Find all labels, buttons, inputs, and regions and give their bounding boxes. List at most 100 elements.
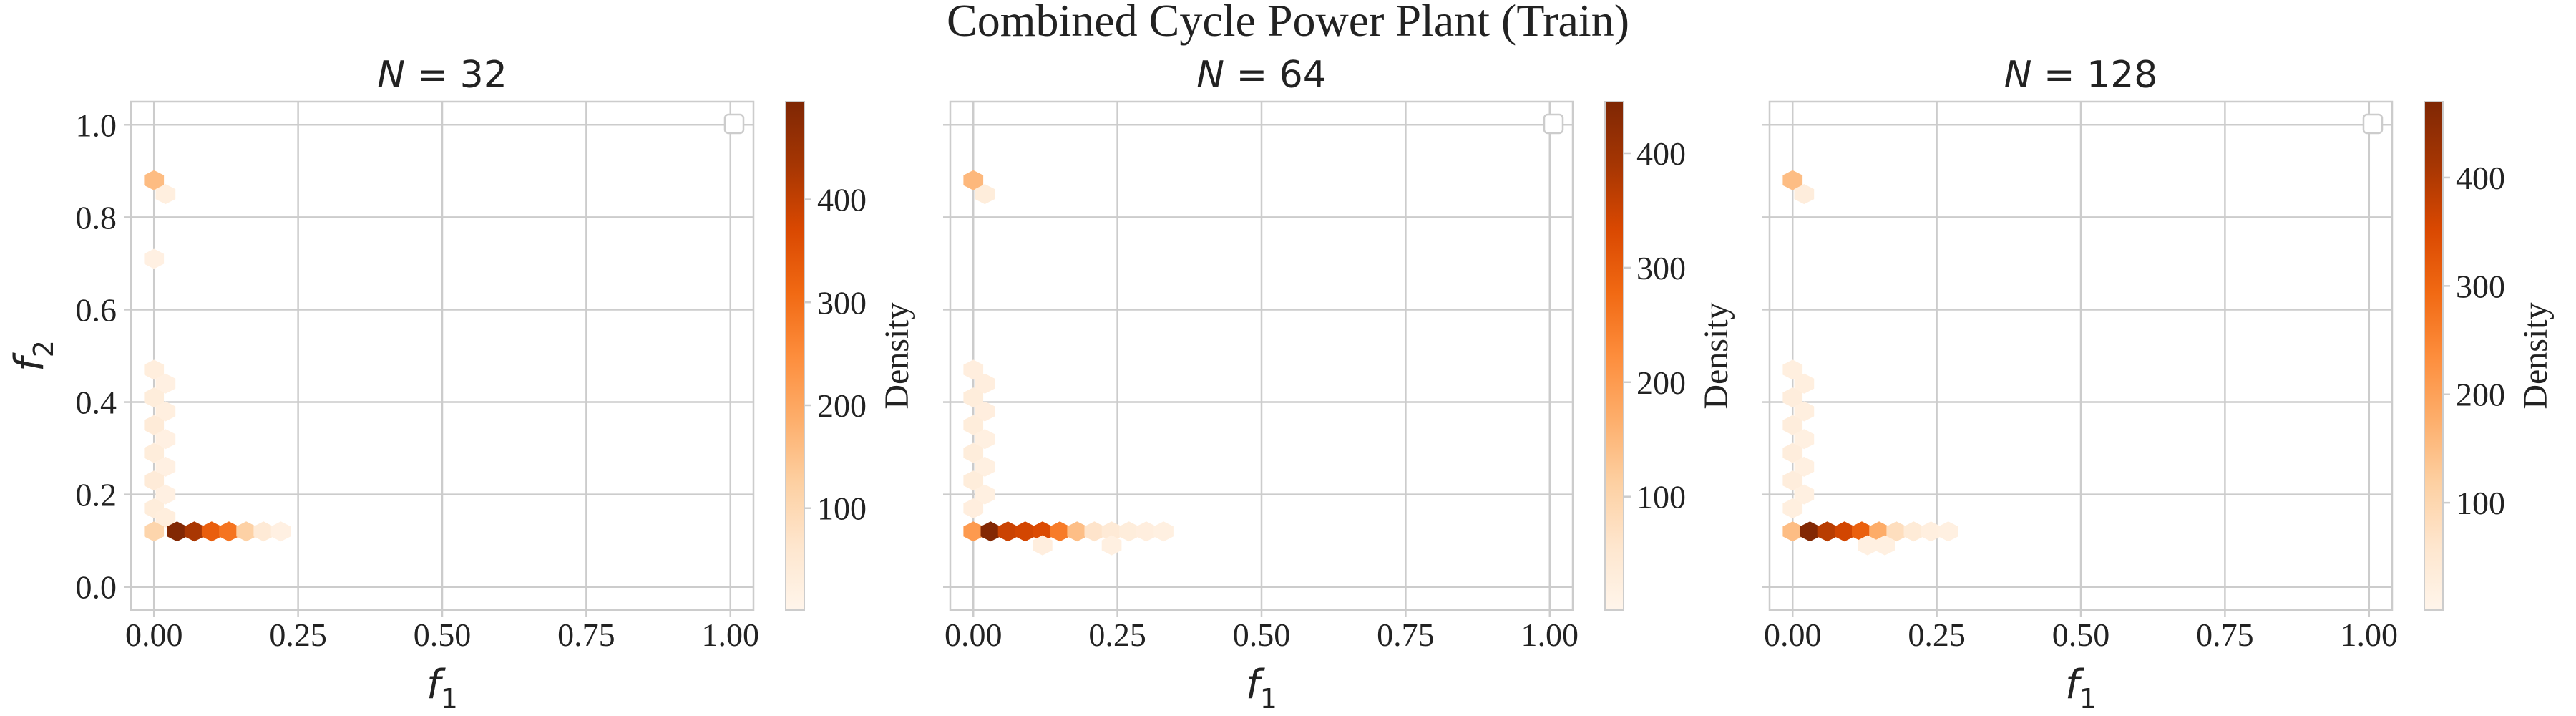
axis-label: f2 [6, 340, 59, 372]
colorbar-tick-label: 200 [1636, 364, 1686, 401]
colorbar-tick-label: 300 [817, 284, 867, 321]
hexbin-cell [1782, 415, 1803, 435]
x-tick-label: 1.00 [1521, 616, 1579, 653]
colorbar-label: Density [1697, 302, 1735, 409]
y-tick-label: 0.8 [76, 199, 117, 236]
x-tick-label: 1.00 [2341, 616, 2399, 653]
hexbin-cell [155, 456, 176, 477]
panel-2: N = 64 0.00 0.25 0.50 0.75 1.00 f1 100 200 300 400… [943, 54, 1735, 715]
hexbin-cell [1782, 170, 1803, 190]
colorbar-tick-label: 300 [2456, 268, 2505, 304]
hexbin-cell [1067, 521, 1088, 542]
hexbin-cell [144, 170, 165, 190]
hexbin-cell [963, 170, 984, 190]
hexbin-cell [155, 184, 176, 205]
panel-3: N = 128 0.00 0.25 0.50 0.75 1.00 f1 100 200 300 40… [1762, 54, 2555, 715]
hexbin-cell [155, 401, 176, 422]
y-tick-label: 0.0 [76, 569, 117, 606]
axis-label: f1 [426, 662, 458, 715]
hexbin-cell [975, 456, 995, 477]
hexbin-cell [1782, 442, 1803, 463]
hexbin-cell [1794, 456, 1815, 477]
hexbin-cell [1834, 521, 1855, 542]
hexbin-cell [155, 484, 176, 505]
x-tick-label: 0.75 [1377, 616, 1435, 653]
hexbin-cell [1938, 521, 1958, 542]
hexbin-cell [963, 415, 984, 435]
colorbar-label: Density [2517, 302, 2555, 409]
legend-box [1543, 113, 1564, 135]
axis-label: f1 [1246, 662, 1277, 715]
x-tick-label: 0.25 [1908, 616, 1966, 653]
hexbin-cell [236, 521, 256, 542]
hexbin-cell [963, 442, 984, 463]
figure-title: Combined Cycle Power Plant (Train) [947, 0, 1629, 46]
panel-title: N = 32 [377, 54, 507, 97]
panel-title: N = 128 [2004, 54, 2158, 97]
hexbin-cell [155, 429, 176, 450]
hexbin-cell [1794, 484, 1815, 505]
y-tick-label: 0.4 [76, 384, 117, 421]
hexbin-cell [975, 184, 995, 205]
colorbar-tick-label: 300 [1636, 250, 1686, 286]
colorbar [1604, 101, 1624, 611]
x-tick-label: 0.25 [1088, 616, 1146, 653]
colorbar-tick-label: 100 [1636, 479, 1686, 516]
legend-box [2362, 113, 2384, 135]
x-tick-label: 0.25 [269, 616, 327, 653]
hexbin-cell [1033, 521, 1053, 542]
hexbin-cell [144, 470, 165, 491]
colorbar [2424, 101, 2444, 611]
x-tick-label: 0.75 [2196, 616, 2254, 653]
colorbar-tick-label: 100 [817, 490, 867, 527]
panel-1: N = 32 0.00 0.25 0.50 0.75 1.00 0.0 0.2 0.4 0.6 0.… [6, 54, 916, 715]
y-tick-label: 0.2 [76, 477, 117, 513]
hexbin-cell [1015, 521, 1035, 542]
hexbin-cell [1782, 359, 1803, 380]
hexbin-cell [997, 521, 1018, 542]
hexbin-cell [1084, 521, 1105, 542]
colorbar-tick-label: 400 [2456, 160, 2505, 196]
hexbin-cell [1101, 535, 1122, 556]
hexbin-cell [963, 498, 984, 518]
hexbin-cell [1136, 521, 1156, 542]
hexbin-cell [975, 373, 995, 394]
colorbar-tick-label: 200 [2456, 377, 2505, 413]
hexbin-cell [144, 387, 165, 408]
hexbin-cell [1782, 521, 1803, 542]
x-tick-label: 0.00 [945, 616, 1002, 653]
hexbin-cell [1875, 535, 1895, 556]
hexbin-cell [1101, 521, 1122, 542]
hexbin-cell [144, 415, 165, 435]
axis-label: f1 [2065, 662, 2097, 715]
hexbin-cell [1886, 521, 1907, 542]
hexbin-cell [980, 521, 1001, 542]
hexbin-cell [155, 507, 176, 528]
x-tick-label: 0.50 [1233, 616, 1291, 653]
panel-title: N = 64 [1196, 54, 1327, 97]
colorbar-tick-label: 100 [2456, 485, 2505, 521]
x-tick-label: 0.00 [125, 616, 183, 653]
hexbin-cell [975, 401, 995, 422]
x-tick-label: 1.00 [702, 616, 760, 653]
x-tick-label: 0.75 [557, 616, 615, 653]
colorbar-tick-label: 400 [817, 182, 867, 218]
hexbin-cell [1050, 521, 1070, 542]
hexbin-cell [1033, 535, 1053, 556]
colorbar [785, 101, 805, 611]
hexbin-cell [155, 373, 176, 394]
hexbin-cell [184, 521, 205, 542]
hexbin-cell [975, 429, 995, 450]
hexbin-cell [1782, 387, 1803, 408]
hexbin-cell [1794, 373, 1815, 394]
hexbin-cell [144, 359, 165, 380]
hexbin-cell [1921, 521, 1941, 542]
hexbin-cell [219, 521, 239, 542]
hexbin-cell [1817, 521, 1838, 542]
hexbin-cell [1794, 184, 1815, 205]
colorbar-tick-label: 200 [817, 387, 867, 424]
hexbin-cell [201, 521, 222, 542]
y-tick-label: 0.6 [76, 291, 117, 328]
hexbin-cell [1794, 429, 1815, 450]
hexbin-cell [1858, 535, 1878, 556]
